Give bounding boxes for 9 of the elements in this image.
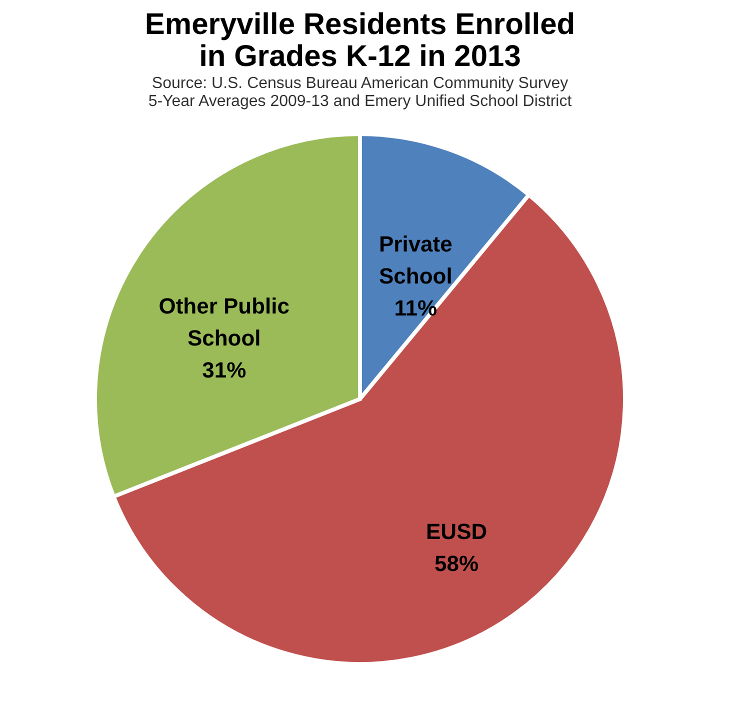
slice-label: EUSD — [426, 518, 488, 544]
source-note: Source: U.S. Census Bureau American Community Survey — [152, 75, 568, 92]
data-label: 31% — [202, 358, 246, 383]
text: in Grades K-12 in 2013 — [199, 40, 521, 73]
data-label: 58% — [434, 550, 479, 576]
slice-label: Other Public School — [158, 294, 290, 351]
text: 5-Year Averages 2009-13 and Emery Unified School District — [148, 93, 572, 110]
slice-label: Private School — [378, 231, 452, 288]
text: Emeryville Residents Enrolled — [144, 8, 576, 41]
